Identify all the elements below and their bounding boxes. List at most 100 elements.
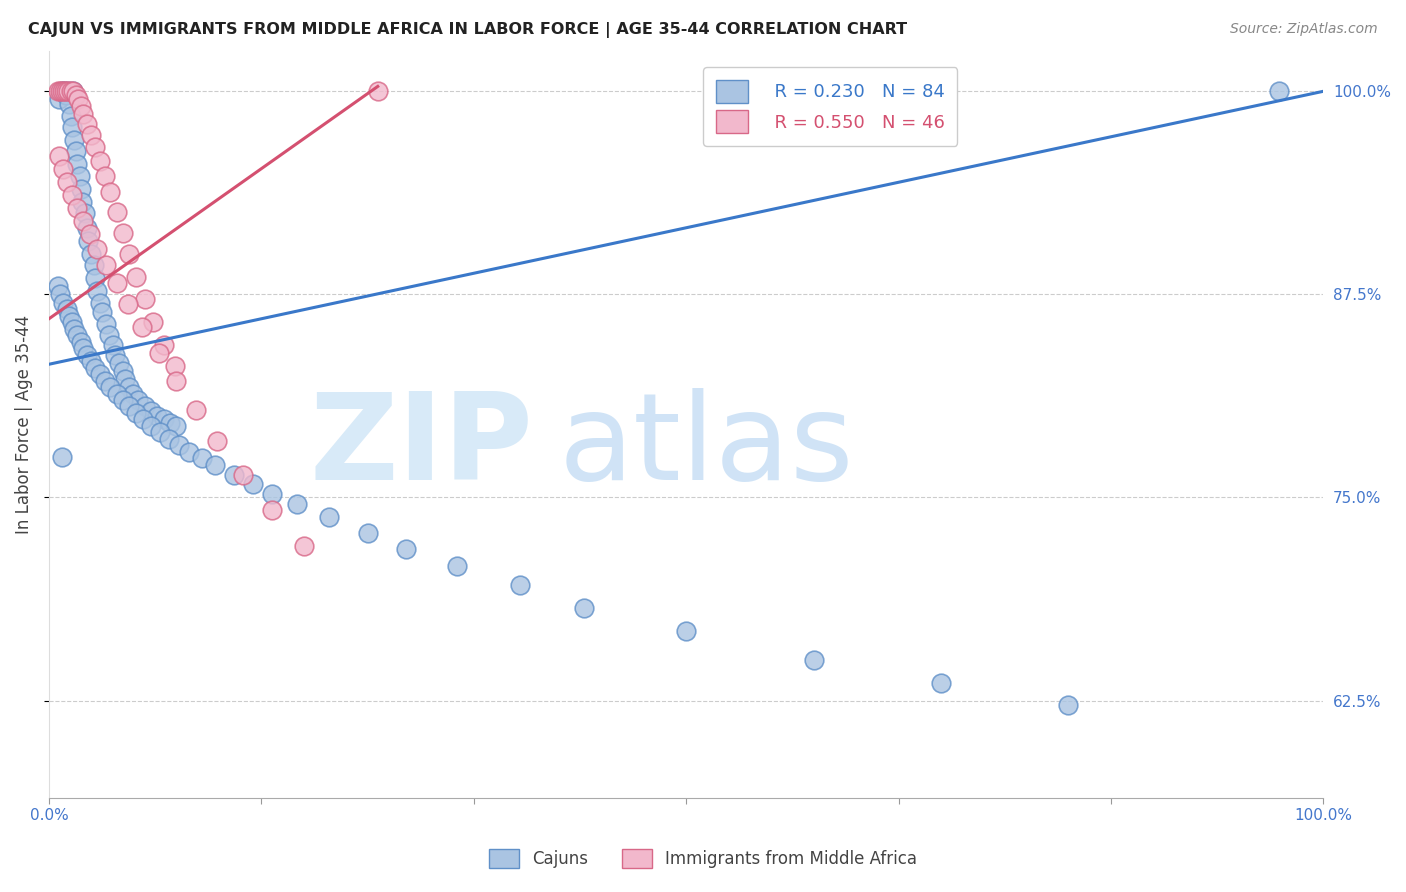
Point <box>62 84 84 98</box>
Text: CAJUN VS IMMIGRANTS FROM MIDDLE AFRICA IN LABOR FORCE | AGE 35-44 CORRELATION CH: CAJUN VS IMMIGRANTS FROM MIDDLE AFRICA I… <box>28 22 907 38</box>
Point <box>83 271 105 285</box>
Point <box>86 284 108 298</box>
Legend:   R = 0.230   N = 84,   R = 0.550   N = 46: R = 0.230 N = 84, R = 0.550 N = 46 <box>703 67 957 146</box>
Point <box>105 276 128 290</box>
Point <box>46 84 69 98</box>
Point <box>446 558 468 573</box>
Point <box>232 467 254 482</box>
Point <box>96 258 118 272</box>
Point <box>58 309 80 323</box>
Point <box>118 246 141 260</box>
Point <box>96 317 118 331</box>
Point <box>76 347 98 361</box>
Point <box>260 503 283 517</box>
Point <box>89 295 111 310</box>
Point <box>94 374 117 388</box>
Point <box>157 432 180 446</box>
Point <box>72 107 94 121</box>
Point <box>86 242 108 256</box>
Point <box>179 445 201 459</box>
Point <box>51 450 73 464</box>
Point <box>58 97 80 112</box>
Point <box>60 120 83 134</box>
Point <box>46 279 69 293</box>
Point <box>139 419 162 434</box>
Point <box>60 315 83 329</box>
Point <box>66 328 89 343</box>
Point <box>59 84 82 98</box>
Y-axis label: In Labor Force | Age 35-44: In Labor Force | Age 35-44 <box>15 315 32 534</box>
Point <box>132 412 155 426</box>
Point <box>53 84 76 98</box>
Point <box>62 84 84 98</box>
Point <box>72 341 94 355</box>
Point <box>152 338 174 352</box>
Point <box>105 204 128 219</box>
Point <box>222 467 245 482</box>
Point <box>67 92 90 106</box>
Point <box>69 182 91 196</box>
Point <box>114 372 136 386</box>
Point <box>356 526 378 541</box>
Point <box>124 406 146 420</box>
Point <box>94 169 117 183</box>
Point <box>56 175 79 189</box>
Point <box>205 434 228 448</box>
Point <box>105 386 128 401</box>
Point <box>204 458 226 472</box>
Point <box>97 328 120 343</box>
Point <box>165 419 187 434</box>
Point <box>184 402 207 417</box>
Text: Source: ZipAtlas.com: Source: ZipAtlas.com <box>1230 22 1378 37</box>
Point <box>111 364 134 378</box>
Point <box>111 226 134 240</box>
Point <box>118 380 141 394</box>
Point <box>69 334 91 349</box>
Point <box>242 477 264 491</box>
Point <box>52 162 75 177</box>
Point <box>49 287 72 301</box>
Text: ZIP: ZIP <box>309 388 533 505</box>
Point <box>48 149 70 163</box>
Point <box>134 293 156 307</box>
Point <box>152 412 174 426</box>
Point <box>122 386 145 401</box>
Point <box>79 227 101 242</box>
Point <box>572 601 595 615</box>
Point <box>69 169 91 183</box>
Point <box>65 87 87 102</box>
Point <box>165 374 187 388</box>
Point <box>59 109 82 123</box>
Point <box>69 99 91 113</box>
Point <box>83 360 105 375</box>
Point <box>675 624 697 638</box>
Point <box>80 246 103 260</box>
Point <box>146 409 169 424</box>
Point <box>159 416 181 430</box>
Point <box>165 359 187 373</box>
Point <box>1057 698 1080 713</box>
Point <box>63 321 86 335</box>
Point <box>98 185 121 199</box>
Point <box>55 87 77 102</box>
Point <box>929 675 952 690</box>
Point <box>76 117 98 131</box>
Point <box>292 539 315 553</box>
Point <box>139 404 162 418</box>
Point <box>131 319 153 334</box>
Point <box>111 392 134 407</box>
Point <box>77 234 100 248</box>
Point <box>52 295 75 310</box>
Point <box>49 84 72 98</box>
Point <box>56 84 79 98</box>
Point <box>80 354 103 368</box>
Point <box>56 84 79 98</box>
Point <box>101 338 124 352</box>
Point <box>148 346 170 360</box>
Point <box>66 157 89 171</box>
Point <box>509 578 531 592</box>
Point <box>117 297 139 311</box>
Point <box>65 145 87 159</box>
Point <box>104 347 127 361</box>
Point <box>83 139 105 153</box>
